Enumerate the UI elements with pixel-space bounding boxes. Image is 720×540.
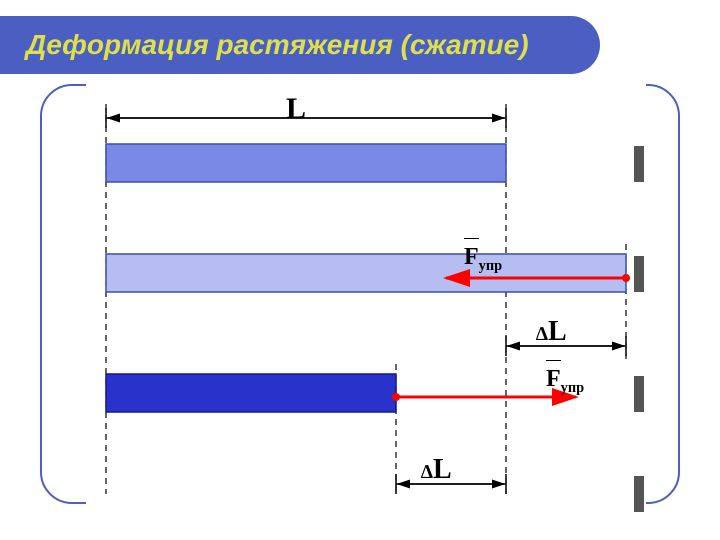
diagram-label: ∆L xyxy=(421,454,452,486)
diagram: L ∆L ∆L Fупр Fупр xyxy=(86,84,646,514)
header-bar: Деформация растяжения (сжатие) xyxy=(0,16,600,74)
diagram-label: L xyxy=(286,92,306,126)
page-title: Деформация растяжения (сжатие) xyxy=(26,29,529,61)
diagram-label: Fупр xyxy=(464,244,502,275)
diagram-label: Fупр xyxy=(546,366,584,397)
diagram-label: ∆L xyxy=(536,316,567,348)
slide: L ∆L ∆L Fупр Fупр Деформация растяжения (сжа… xyxy=(0,0,720,540)
diagram-svg xyxy=(86,84,646,514)
